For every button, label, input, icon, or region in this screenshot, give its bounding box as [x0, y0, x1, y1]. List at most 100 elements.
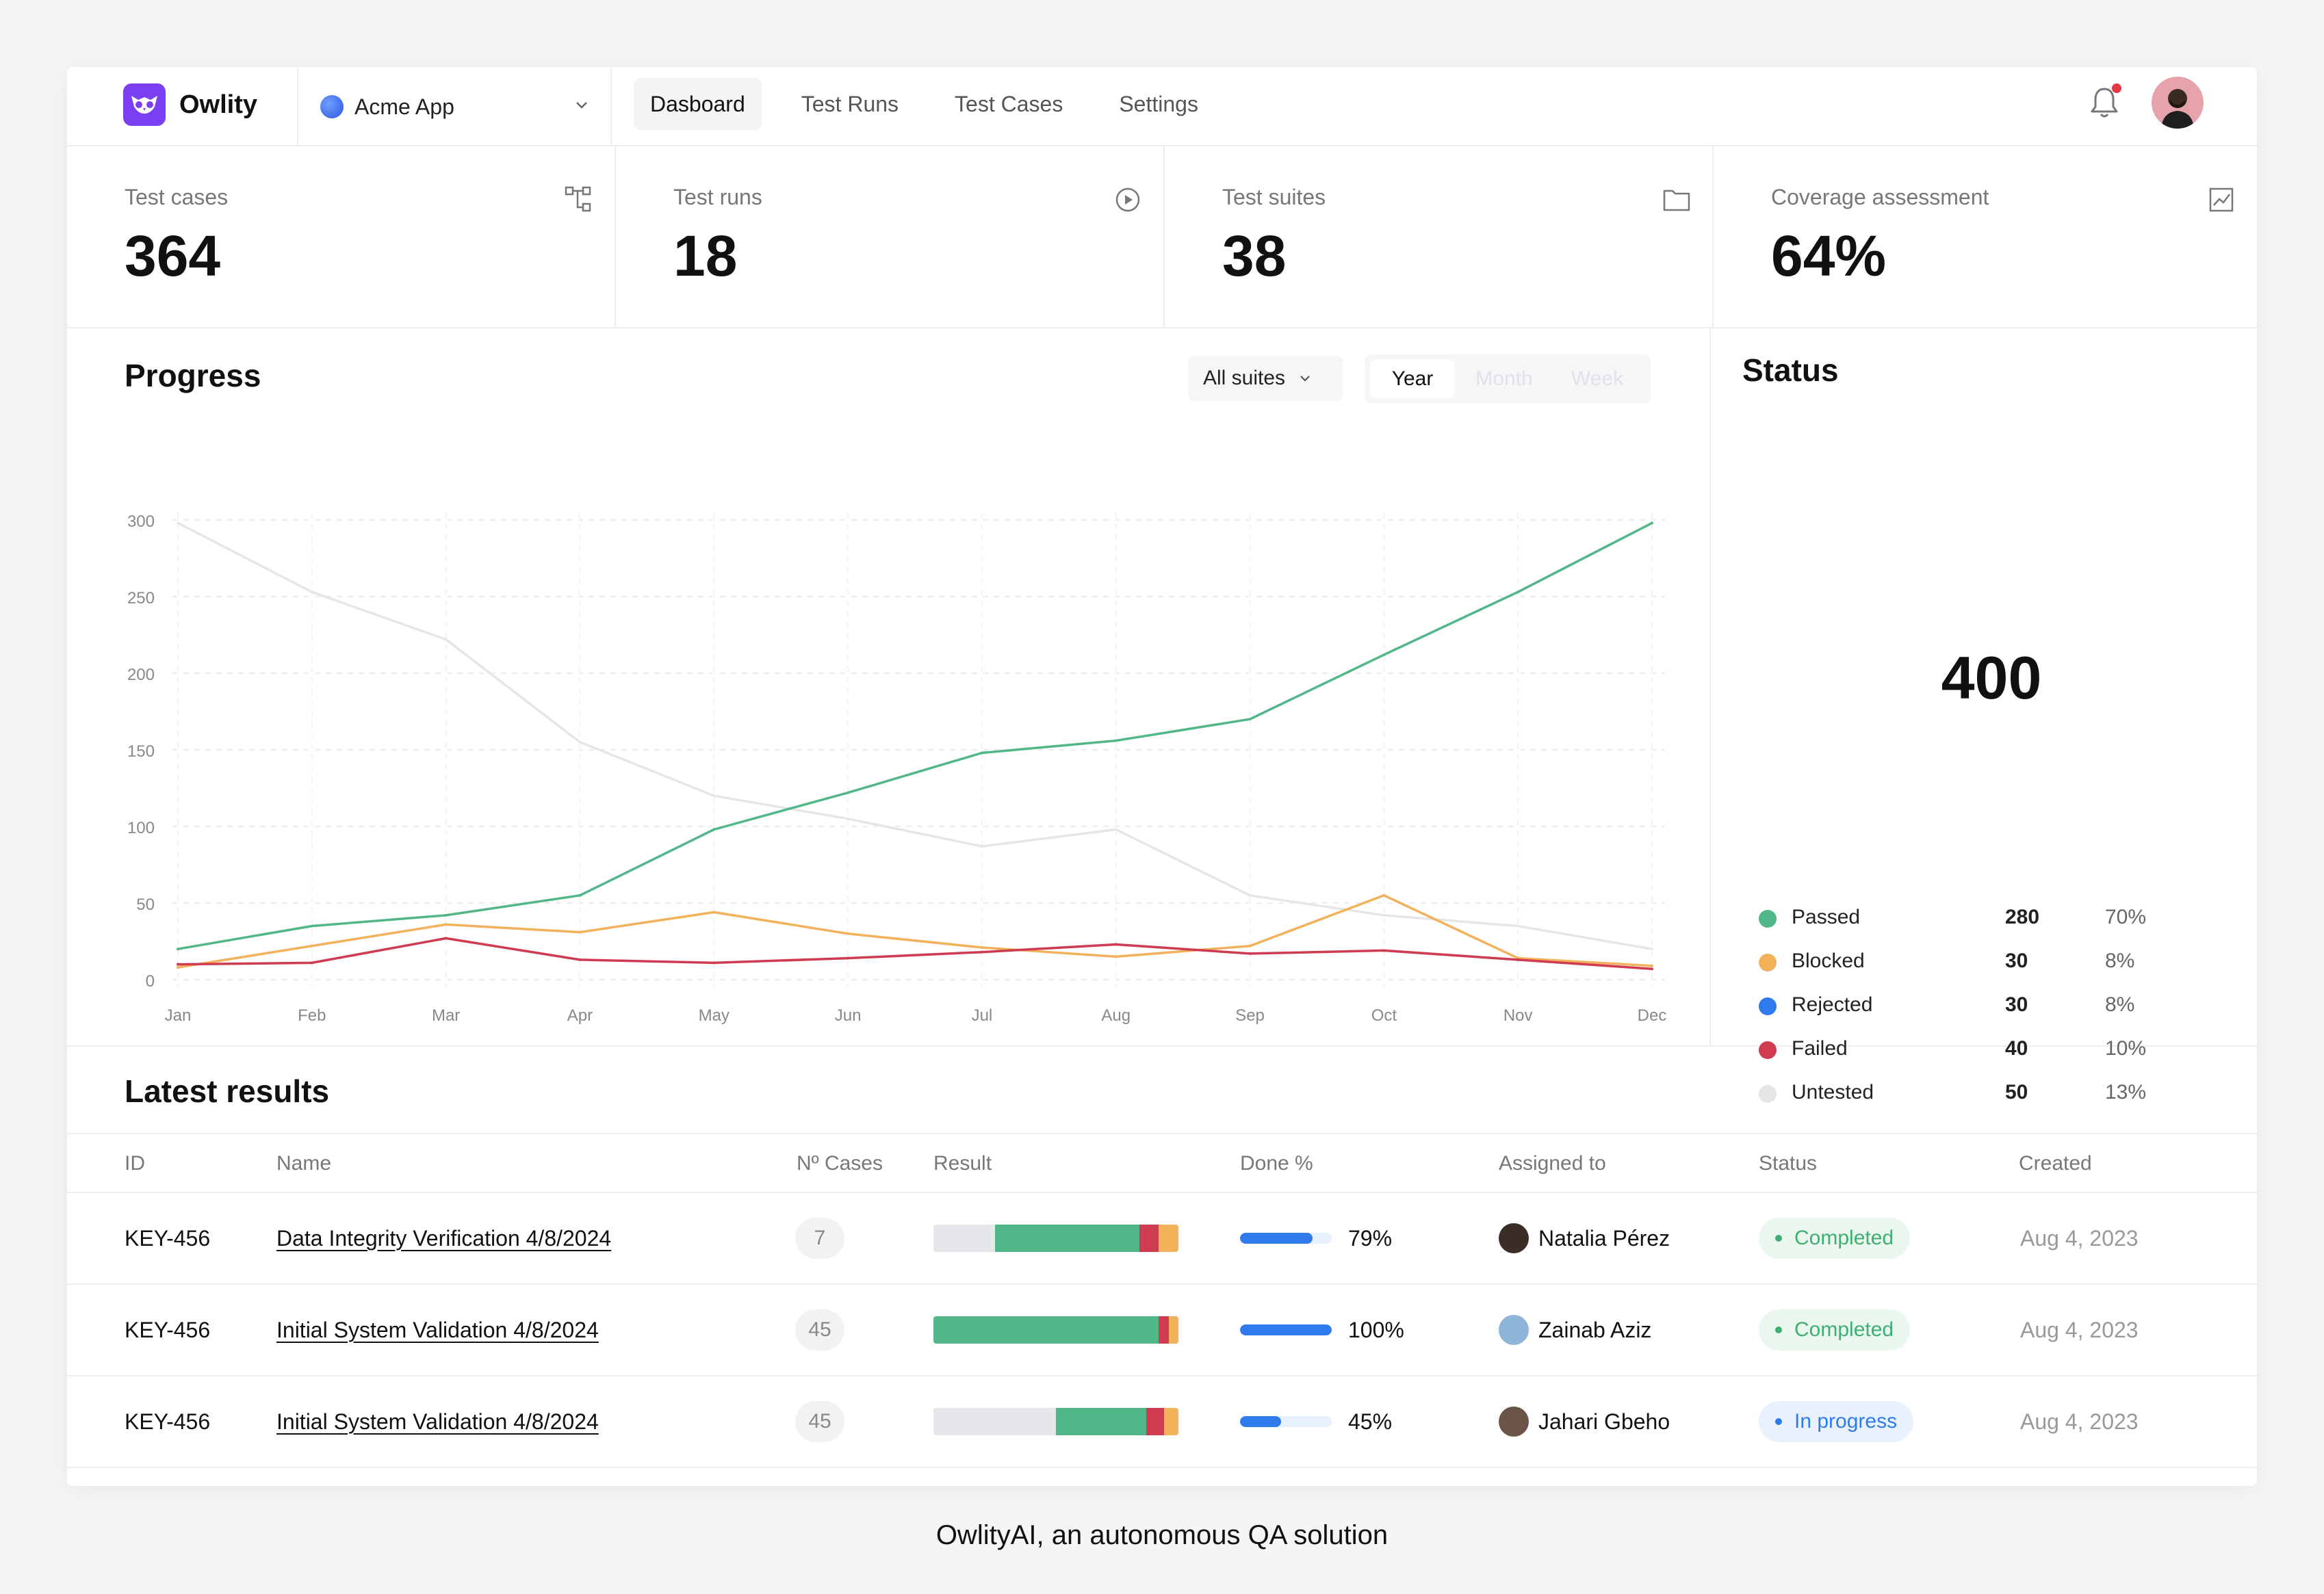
data-point: [177, 966, 179, 969]
legend-pct: 8%: [2105, 950, 2135, 972]
stat-label: Test cases: [125, 185, 229, 209]
row-name-link[interactable]: Data Integrity Verification 4/8/2024: [276, 1225, 612, 1251]
row-name-link[interactable]: Initial System Validation 4/8/2024: [276, 1409, 599, 1434]
chevron-down-icon: [576, 102, 587, 109]
result-segment: [933, 1316, 1159, 1344]
data-point: [1382, 653, 1386, 657]
row-assignee[interactable]: Natalia Pérez: [1538, 1225, 1670, 1251]
row-assignee[interactable]: Zainab Aziz: [1538, 1317, 1652, 1342]
data-point: [1516, 958, 1520, 961]
legend-count: 30: [2005, 993, 2028, 1016]
app-selector[interactable]: Acme App: [297, 67, 612, 146]
legend-pct: 70%: [2105, 906, 2147, 928]
col-cases[interactable]: Nº Cases: [797, 1152, 883, 1175]
result-segment: [1056, 1408, 1147, 1435]
data-point: [1114, 955, 1118, 958]
legend-pct: 13%: [2105, 1081, 2147, 1103]
period-week[interactable]: Week: [1571, 367, 1624, 390]
tab-dashboard[interactable]: Dasboard: [634, 78, 762, 130]
legend-dot: [1759, 1085, 1777, 1103]
data-point: [1248, 718, 1252, 721]
table-row[interactable]: KEY-456 Initial System Validation 4/8/202…: [67, 1376, 2257, 1468]
period-switch: Year Month Week: [1365, 354, 1651, 404]
data-point: [310, 924, 313, 928]
y-tick-label: 150: [127, 742, 155, 761]
status-badge-label: Completed: [1794, 1227, 1894, 1249]
result-segment: [1159, 1225, 1178, 1252]
series-line-passed: [177, 521, 1653, 950]
col-assigned[interactable]: Assigned to: [1499, 1152, 1606, 1175]
col-name[interactable]: Name: [276, 1152, 332, 1175]
brand-name: Owlity: [179, 90, 258, 119]
table-row[interactable]: KEY-456 Data Integrity Verification 4/8/2…: [67, 1193, 2257, 1285]
stat-test-suites[interactable]: Test suites 38: [1165, 146, 1714, 328]
data-point: [310, 590, 313, 594]
result-segment: [933, 1225, 995, 1252]
hierarchy-icon: [565, 186, 591, 212]
data-point: [980, 845, 983, 848]
data-point: [1248, 893, 1252, 897]
tab-test-runs[interactable]: Test Runs: [801, 91, 899, 116]
period-month[interactable]: Month: [1475, 367, 1533, 390]
suites-filter-dropdown[interactable]: All suites: [1188, 356, 1343, 401]
y-tick-label: 200: [127, 666, 155, 684]
status-badge: In progress: [1759, 1401, 1914, 1442]
row-done-bar: [1240, 1233, 1332, 1244]
results-title: Latest results: [125, 1073, 330, 1109]
period-year[interactable]: Year: [1370, 360, 1455, 398]
stat-value: 364: [125, 224, 221, 288]
result-segment: [933, 1408, 1056, 1435]
legend-count: 40: [2005, 1037, 2028, 1060]
result-segment: [1146, 1408, 1164, 1435]
y-tick-label: 300: [127, 512, 155, 531]
series-line-untested: [177, 521, 1653, 950]
legend-count: 30: [2005, 950, 2028, 972]
bell-icon[interactable]: [2089, 85, 2120, 120]
app-selector-value: Acme App: [354, 94, 454, 119]
col-done[interactable]: Done %: [1240, 1152, 1313, 1175]
legend-pct: 8%: [2105, 993, 2135, 1016]
stat-value: 64%: [1771, 224, 1887, 288]
data-point: [578, 893, 582, 897]
data-point: [1516, 590, 1520, 594]
row-cases: 45: [795, 1309, 844, 1350]
stat-test-cases[interactable]: Test cases 364: [67, 146, 616, 328]
status-badge-label: In progress: [1794, 1410, 1898, 1433]
x-tick-label: May: [699, 1006, 730, 1025]
legend-name: Passed: [1792, 906, 1861, 928]
col-result[interactable]: Result: [933, 1152, 992, 1175]
row-done-pct: 79%: [1348, 1225, 1393, 1251]
brand-logo[interactable]: Owlity: [123, 82, 257, 127]
user-avatar[interactable]: [2152, 77, 2204, 129]
tab-settings[interactable]: Settings: [1119, 91, 1198, 116]
stat-coverage[interactable]: Coverage assessment 64%: [1714, 146, 2257, 328]
col-status[interactable]: Status: [1759, 1152, 1818, 1175]
row-id: KEY-456: [125, 1317, 211, 1342]
data-point: [847, 817, 850, 820]
status-title: Status: [1742, 352, 1839, 388]
col-id[interactable]: ID: [125, 1152, 145, 1175]
row-id: KEY-456: [125, 1409, 211, 1434]
data-point: [1651, 521, 1653, 525]
stat-value: 38: [1222, 224, 1287, 288]
result-segment: [994, 1225, 1139, 1252]
tab-test-cases[interactable]: Test Cases: [955, 91, 1063, 116]
stat-test-runs[interactable]: Test runs 18: [616, 146, 1165, 328]
x-tick-label: Sep: [1235, 1006, 1265, 1025]
row-done-bar: [1240, 1324, 1332, 1335]
series-line-failed: [177, 937, 1653, 971]
data-point: [1651, 964, 1653, 967]
suites-filter-label: All suites: [1203, 367, 1286, 389]
folder-icon: [1663, 190, 1690, 211]
row-created: Aug 4, 2023: [2020, 1317, 2139, 1342]
row-name-link[interactable]: Initial System Validation 4/8/2024: [276, 1317, 599, 1342]
row-assignee[interactable]: Jahari Gbeho: [1538, 1409, 1670, 1434]
data-point: [1248, 944, 1252, 948]
legend-name: Failed: [1792, 1037, 1848, 1060]
data-point: [444, 913, 448, 917]
table-row[interactable]: KEY-456 Initial System Validation 4/8/202…: [67, 1285, 2257, 1376]
data-point: [847, 791, 850, 794]
legend-count: 280: [2005, 906, 2040, 928]
col-created[interactable]: Created: [2019, 1152, 2092, 1175]
y-tick-label: 0: [146, 972, 155, 991]
